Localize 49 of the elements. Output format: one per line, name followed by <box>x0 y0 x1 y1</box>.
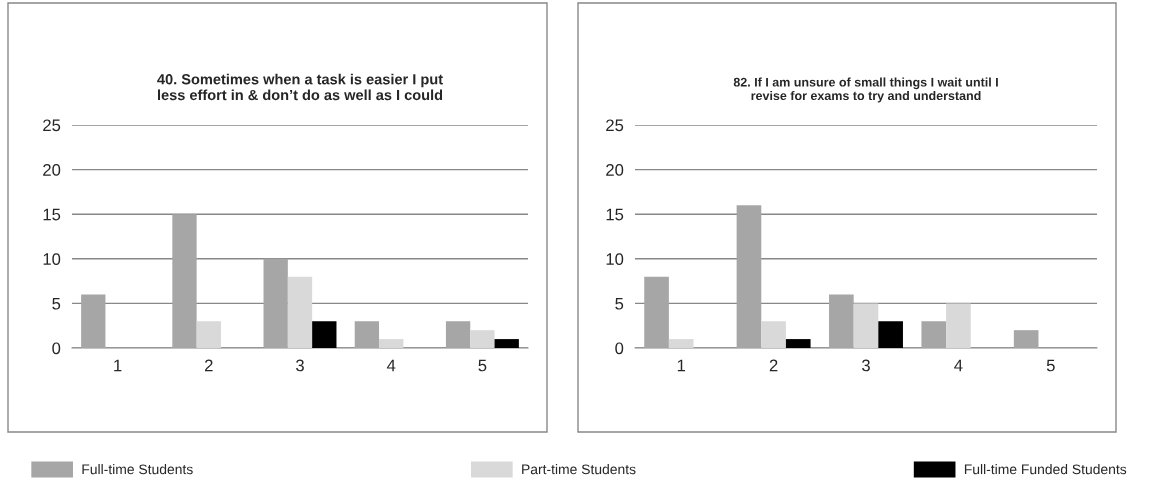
bar <box>445 321 471 348</box>
y-tick-label: 0 <box>52 342 61 355</box>
bar <box>668 339 694 348</box>
bar <box>829 294 854 348</box>
x-tick-label: 3 <box>862 359 870 372</box>
bar <box>312 321 337 348</box>
x-tick-label: 4 <box>386 359 396 372</box>
y-tick-label: 5 <box>615 297 624 310</box>
bar <box>172 214 197 348</box>
bar <box>287 276 313 348</box>
y-tick-label: 10 <box>43 253 61 265</box>
y-tick-label: 25 <box>43 119 61 132</box>
y-tick-label: 15 <box>606 208 624 221</box>
bar <box>470 330 495 348</box>
bar <box>853 303 879 348</box>
bar <box>379 339 404 348</box>
bar <box>354 321 380 348</box>
bar <box>785 339 811 348</box>
y-tick-label: 5 <box>52 297 61 310</box>
bar <box>263 258 288 348</box>
legend-label: Part-time Students <box>522 464 636 475</box>
y-tick-label: 20 <box>43 164 61 176</box>
bar <box>946 303 971 348</box>
x-tick-label: 1 <box>677 359 686 372</box>
bar <box>494 339 519 348</box>
legend-label: Full-time Funded Students <box>964 464 1127 475</box>
y-tick-label: 10 <box>606 253 624 265</box>
bar <box>921 321 947 348</box>
x-tick-label: 2 <box>205 359 213 372</box>
y-tick-label: 15 <box>43 208 61 221</box>
bar <box>1013 330 1039 348</box>
y-tick-label: 25 <box>606 119 624 132</box>
y-tick-label: 20 <box>606 164 624 176</box>
y-tick-label: 0 <box>615 342 624 355</box>
legend-label: Full-time Students <box>82 464 193 475</box>
bar <box>761 321 786 348</box>
x-tick-label: 5 <box>478 359 487 372</box>
chart-title: 40. Sometimes when a task is easier I put less effort in & don’t do as well as I could <box>157 73 443 101</box>
x-tick-label: 3 <box>296 359 304 372</box>
x-tick-label: 1 <box>114 359 122 372</box>
x-tick-label: 4 <box>954 359 963 372</box>
chart-title: 82. If I am unsure of small things I wait until I revise for exams to try and understand <box>733 77 998 103</box>
bar <box>81 294 106 348</box>
bar <box>878 321 903 348</box>
bar <box>644 276 669 348</box>
x-tick-label: 2 <box>769 359 778 372</box>
bar <box>736 205 762 348</box>
bar <box>196 321 221 348</box>
x-tick-label: 5 <box>1046 359 1055 372</box>
